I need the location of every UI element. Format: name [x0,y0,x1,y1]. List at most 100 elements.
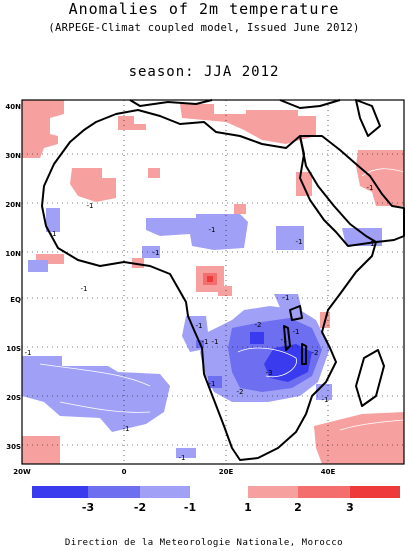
warm-area-libya-egypt [266,122,288,132]
warm-area-indian-south [314,412,404,464]
anomaly-fields [22,100,404,464]
lon-label: 20W [13,468,31,476]
contour-label: -1 [296,238,303,246]
contour-label: -1 [25,349,32,357]
contour-label: -2 [312,349,319,357]
africa-outline [41,109,377,461]
cool-area-ethiopia [342,228,382,246]
anomaly-contours [39,168,405,431]
contour-label: -2 [255,321,262,329]
contour-label: -1 [87,202,94,210]
map-frame [21,99,405,465]
warm-strong-anomaly-areas [207,276,213,282]
warm-area-south-atlantic [22,436,60,464]
warm-area-north-africa-center [118,116,146,130]
cool-area-sahel-central [146,214,248,250]
lat-label: 20N [5,201,21,209]
colorbar-label: 3 [346,501,354,514]
latitude-labels: 40N 30N 20N 10N EQ 10S 20S 30S [5,103,21,451]
warm-area-sahara-small [148,168,160,178]
lon-label: 20E [219,468,234,476]
colorbar-label: -2 [134,501,146,514]
cool-strong-anomaly-areas [250,332,312,382]
colorbar-label: 1 [244,501,252,514]
contour-label: -1 [179,454,186,462]
cool-mid-angola [208,376,222,388]
contour-label: -2 [237,388,244,396]
contour-label: -1 [322,396,329,404]
contour-line-4 [339,419,405,431]
swatch-plus-2 [298,486,350,498]
warm-anomaly-areas [22,100,404,464]
anomaly-map: 40N 30N 20N 10N EQ 10S 20S 30S 20W 0 20E… [5,99,405,476]
swatch-minus-1 [140,486,190,498]
contour-label: -1 [153,249,160,257]
lat-label: 30S [6,443,21,451]
contour-label: -1 [367,184,374,192]
colorbar-labels: -3 -2 -1 1 2 3 [82,501,354,514]
cool-area-mauritania [46,208,60,232]
colorbar-swatches [32,486,400,498]
africa-coastline [41,99,405,461]
swatch-minus-2 [88,486,140,498]
lake-malawi [301,343,307,365]
cool-area-sudan-east [276,226,304,250]
lat-label: 20S [6,394,21,402]
turkey-coast [279,99,341,109]
swatch-plus-3 [350,486,400,498]
warm-area-mediterranean [180,104,316,144]
contour-line-5 [361,168,405,177]
contour-value-labels: -1 -1 -1 -1 -1 -1 -1 -1 -1 -1 -1 -2 -1 -… [25,184,375,462]
warm-area-sahara-west [70,168,116,202]
contour-label: -1 [293,328,300,336]
contour-label: -1 [81,285,88,293]
lat-label: 10N [5,250,21,258]
contour-label: -1 [209,226,216,234]
cool-area-atlantic-south [22,356,170,432]
contour-label: -1 [202,338,209,346]
contour-label: -3 [266,369,273,377]
lat-label: EQ [10,296,21,304]
longitude-labels: 20W 0 20E 40E [13,468,335,476]
contour-label: -1 [368,240,375,248]
cool-area-ghana [28,260,48,272]
europe-coast [129,99,213,107]
contour-label: -1 [123,425,130,433]
chart-subtitle: (ARPEGE-Climat coupled model, Issued Jun… [48,22,360,34]
cool-peak-lake-region [250,332,264,344]
contour-label: -1 [283,294,290,302]
lat-label: 40N [5,103,21,111]
contour-line-1 [237,347,297,378]
footer-credit: Direction de la Meteorologie Nationale, … [64,538,344,548]
colorbar-label: 2 [294,501,302,514]
colorbar-label: -3 [82,501,94,514]
contour-line-3 [59,401,151,413]
cool-area-namibia [176,448,196,458]
contour-label: -1 [50,230,57,238]
contour-line-2 [39,363,151,387]
warm-area-arabia-north [296,172,312,196]
season-label: season: JJA 2012 [128,64,280,80]
colorbar-label: -1 [184,501,196,514]
warm-area-north-africa-west [22,100,64,158]
colorbar: -3 -2 -1 1 2 3 [32,486,400,514]
chart-title: Anomalies of 2m temperature [68,0,340,18]
cool-peak-zambia [264,344,312,382]
lake-tanganyika [283,325,291,351]
contour-label: -1 [196,322,203,330]
swatch-minus-3 [32,486,88,498]
contour-label: -1 [281,336,288,344]
madagascar-outline [355,349,385,407]
warm-area-horn [218,286,232,296]
swatch-plus-1 [248,486,298,498]
lat-label: 30N [5,152,21,160]
swatch-neutral [190,486,248,498]
warm-area-sudan [234,204,246,214]
warm-peak-gulf-guinea [207,276,213,282]
lon-label: 0 [122,468,127,476]
lat-label: 10S [6,345,21,353]
lon-label: 40E [321,468,336,476]
contour-label: -1 [212,338,219,346]
contour-label: -1 [209,380,216,388]
lake-victoria [289,305,303,321]
